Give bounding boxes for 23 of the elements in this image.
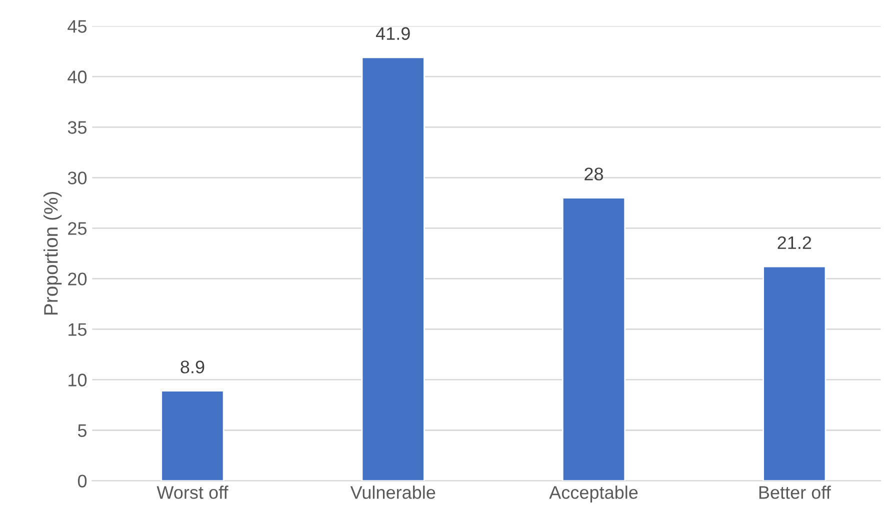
bar: [160, 390, 224, 481]
x-tick-label: Vulnerable: [350, 486, 436, 499]
data-label: 28: [584, 168, 604, 180]
x-tick-label: Worst off: [156, 486, 228, 499]
bar: [562, 197, 626, 481]
data-label: 41.9: [376, 27, 410, 40]
data-label: 8.9: [180, 360, 204, 374]
y-tick-label: 40: [68, 70, 87, 84]
x-tick-label: Better off: [759, 486, 831, 499]
y-tick-label: 20: [68, 272, 87, 286]
bar: [762, 266, 826, 481]
y-tick-label: 45: [68, 20, 87, 33]
bar: [361, 56, 425, 481]
data-label: 21.2: [778, 236, 812, 249]
y-tick-label: 5: [78, 424, 87, 437]
y-tick-label: 15: [68, 323, 87, 336]
y-tick-label: 25: [68, 222, 87, 235]
y-axis-title: Proportion (%): [44, 192, 62, 315]
y-tick-label: 10: [68, 374, 87, 386]
y-tick-label: 0: [78, 474, 87, 488]
y-tick-label: 30: [68, 172, 87, 184]
y-tick-label: 35: [68, 121, 87, 134]
x-tick-label: Acceptable: [549, 486, 638, 502]
